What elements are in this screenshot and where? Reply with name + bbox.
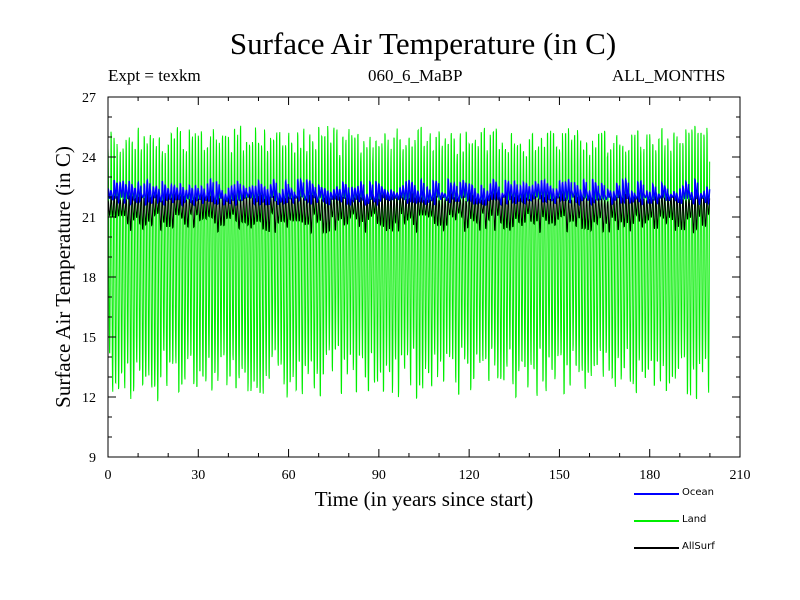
y-tick-label: 9 bbox=[89, 451, 96, 466]
series-line-allsurf bbox=[107, 191, 711, 235]
x-tick-label: 30 bbox=[191, 468, 205, 483]
legend-allsurf-label: AllSurf bbox=[682, 541, 715, 552]
y-tick-label: 24 bbox=[82, 151, 96, 166]
x-tick-label: 210 bbox=[730, 468, 751, 483]
legend-ocean-label: Ocean bbox=[682, 487, 714, 498]
x-tick-label: 120 bbox=[459, 468, 480, 483]
y-axis-label: Surface Air Temperature (in C) bbox=[51, 146, 75, 408]
x-tick-label: 150 bbox=[549, 468, 570, 483]
run-label: 060_6_MaBP bbox=[368, 66, 463, 85]
x-axis-label: Time (in years since start) bbox=[315, 487, 534, 511]
legend-land-label: Land bbox=[682, 514, 707, 525]
x-tick-label: 90 bbox=[372, 468, 386, 483]
legend-land-line bbox=[634, 520, 679, 522]
x-tick-label: 180 bbox=[639, 468, 660, 483]
y-tick-label: 21 bbox=[82, 211, 96, 226]
chart-title: Surface Air Temperature (in C) bbox=[229, 26, 617, 61]
legend-ocean-line bbox=[634, 493, 679, 495]
y-tick-label: 18 bbox=[82, 271, 96, 286]
legend-allsurf-line bbox=[634, 547, 679, 549]
experiment-label: Expt = texkm bbox=[108, 66, 201, 85]
y-tick-label: 12 bbox=[82, 391, 96, 406]
series-line-ocean bbox=[107, 176, 711, 208]
y-tick-label: 15 bbox=[82, 331, 96, 346]
x-tick-label: 60 bbox=[282, 468, 296, 483]
series-line-land bbox=[107, 125, 711, 402]
months-label: ALL_MONTHS bbox=[612, 66, 726, 85]
x-tick-label: 0 bbox=[105, 468, 112, 483]
y-tick-label: 27 bbox=[82, 91, 96, 106]
